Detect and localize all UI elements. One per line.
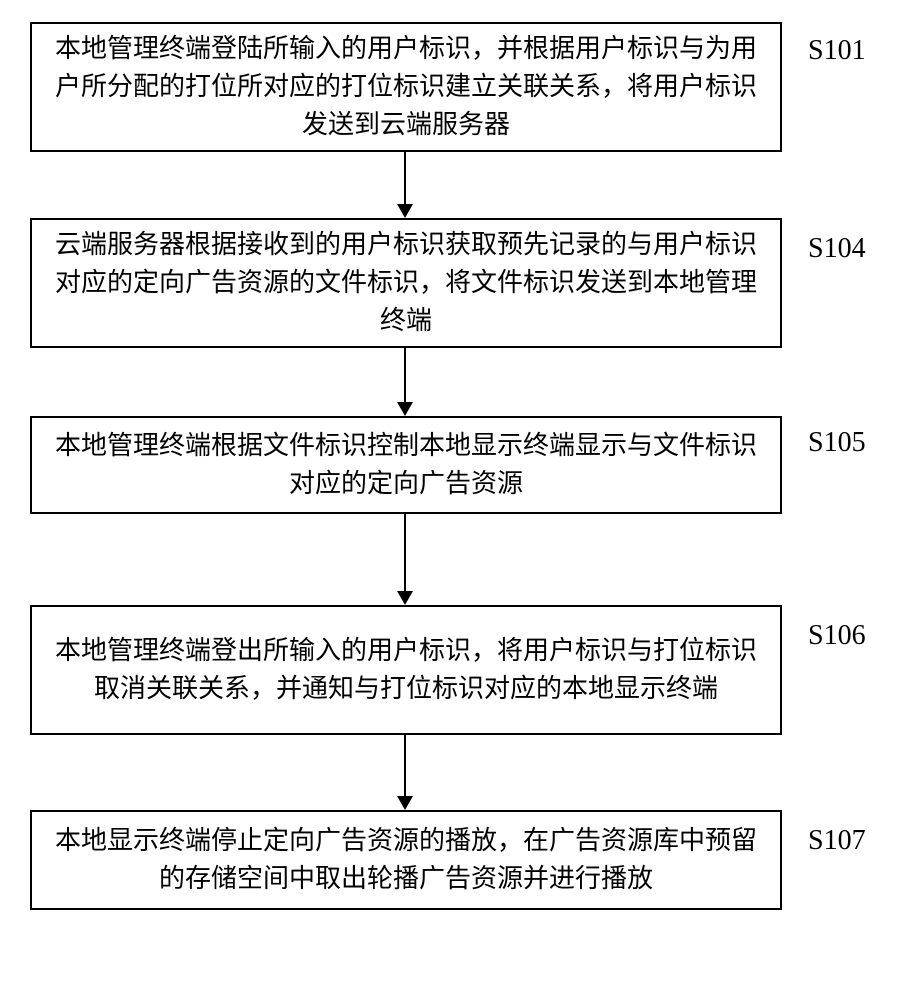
step-box-s101: 本地管理终端登陆所输入的用户标识，并根据用户标识与为用户所分配的打位所对应的打位… (30, 22, 782, 152)
step-box-s107: 本地显示终端停止定向广告资源的播放，在广告资源库中预留的存储空间中取出轮播广告资… (30, 810, 782, 910)
arrow-line (404, 152, 406, 204)
step-text: 本地管理终端登出所输入的用户标识，将用户标识与打位标识取消关联关系，并通知与打位… (52, 632, 760, 707)
arrow-line (404, 514, 406, 591)
arrow-head (397, 204, 413, 218)
step-text: 本地显示终端停止定向广告资源的播放，在广告资源库中预留的存储空间中取出轮播广告资… (52, 822, 760, 897)
step-text: 本地管理终端登陆所输入的用户标识，并根据用户标识与为用户所分配的打位所对应的打位… (52, 30, 760, 143)
step-label-s107: S107 (808, 825, 866, 857)
step-label-s105: S105 (808, 427, 866, 459)
step-box-s105: 本地管理终端根据文件标识控制本地显示终端显示与文件标识对应的定向广告资源 (30, 416, 782, 514)
arrow-line (404, 348, 406, 402)
step-box-s106: 本地管理终端登出所输入的用户标识，将用户标识与打位标识取消关联关系，并通知与打位… (30, 605, 782, 735)
step-label-s104: S104 (808, 233, 866, 265)
step-text: 云端服务器根据接收到的用户标识获取预先记录的与用户标识对应的定向广告资源的文件标… (52, 226, 760, 339)
step-label-s101: S101 (808, 35, 866, 67)
arrow-head (397, 591, 413, 605)
step-box-s104: 云端服务器根据接收到的用户标识获取预先记录的与用户标识对应的定向广告资源的文件标… (30, 218, 782, 348)
arrow-head (397, 402, 413, 416)
arrow-line (404, 735, 406, 796)
step-text: 本地管理终端根据文件标识控制本地显示终端显示与文件标识对应的定向广告资源 (52, 427, 760, 502)
arrow-head (397, 796, 413, 810)
flowchart-canvas: 本地管理终端登陆所输入的用户标识，并根据用户标识与为用户所分配的打位所对应的打位… (0, 0, 906, 1000)
step-label-s106: S106 (808, 620, 866, 652)
